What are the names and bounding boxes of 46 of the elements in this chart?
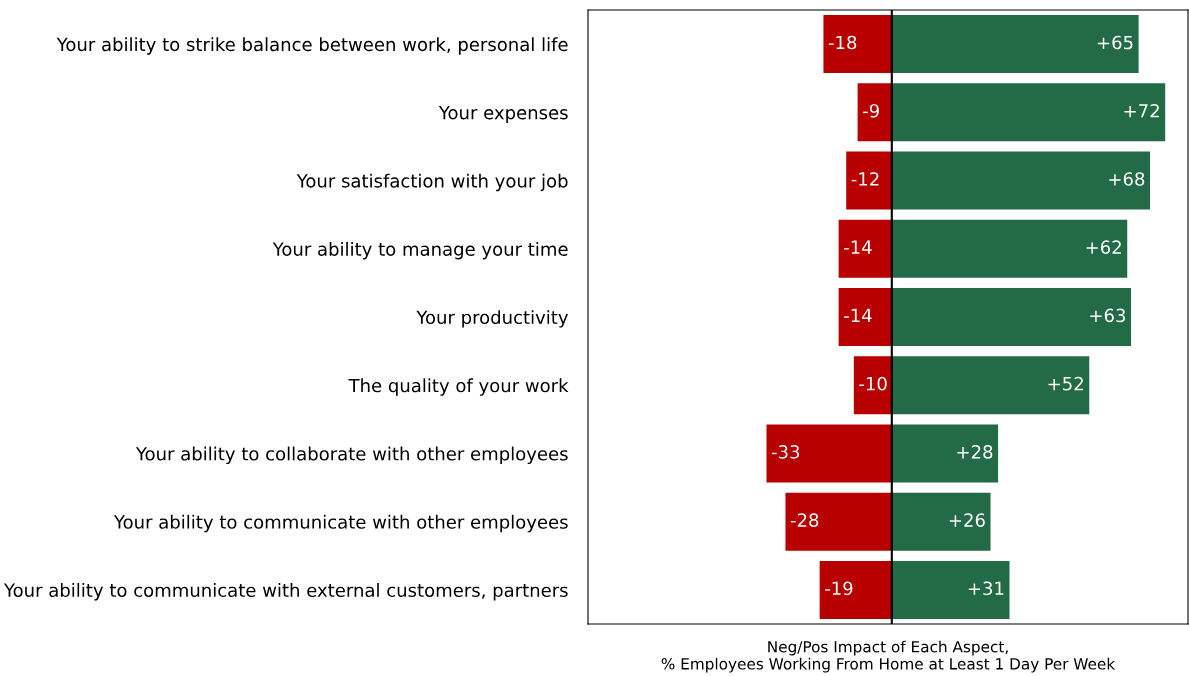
y-tick-label: Your ability to strike balance between work, personal life bbox=[56, 37, 568, 55]
data-label: +52 bbox=[1048, 376, 1083, 391]
bar bbox=[891, 492, 991, 551]
bar bbox=[891, 15, 1139, 74]
bar bbox=[846, 151, 892, 210]
data-label: -33 bbox=[771, 445, 800, 459]
data-label: -18 bbox=[828, 35, 857, 50]
data-label: -9 bbox=[863, 103, 879, 118]
y-tick-label: Your ability to communicate with external customers, partners bbox=[3, 583, 568, 601]
data-label: +72 bbox=[1124, 103, 1159, 118]
bar bbox=[891, 83, 1166, 142]
y-tick-label: Your ability to manage your time bbox=[272, 241, 568, 260]
y-tick-label: Your ability to communicate with other employees bbox=[113, 514, 568, 533]
bar bbox=[838, 288, 892, 346]
y-tick-label: The quality of your work bbox=[348, 378, 569, 396]
data-label: +28 bbox=[957, 445, 993, 459]
data-label: +63 bbox=[1090, 308, 1126, 323]
bar bbox=[823, 15, 892, 74]
data-label: +31 bbox=[968, 581, 1004, 596]
data-label: +62 bbox=[1086, 240, 1121, 255]
y-tick-label: Your satisfaction with your job bbox=[296, 173, 568, 192]
bar bbox=[891, 424, 999, 483]
x-axis-title: Neg/Pos Impact of Each Aspect, % Employees Working From Home at Least 1 Day Per Week bbox=[661, 640, 1116, 673]
y-tick-label: Your productivity bbox=[416, 310, 569, 328]
data-label: -12 bbox=[851, 172, 879, 186]
data-label: +68 bbox=[1109, 172, 1145, 186]
bar bbox=[838, 219, 892, 278]
bar bbox=[891, 151, 1151, 210]
y-tick-label: Your ability to collaborate with other employees bbox=[135, 446, 568, 465]
bar bbox=[785, 492, 892, 551]
y-tick-label: Your expenses bbox=[438, 106, 568, 123]
bar bbox=[766, 424, 892, 483]
data-label: -14 bbox=[844, 240, 872, 254]
data-label: -19 bbox=[825, 581, 853, 596]
data-label: -10 bbox=[859, 376, 887, 391]
bar bbox=[857, 83, 892, 142]
bar bbox=[891, 356, 1090, 415]
bar bbox=[891, 219, 1128, 278]
data-label: -28 bbox=[790, 513, 819, 527]
bar bbox=[891, 288, 1132, 346]
bar bbox=[819, 560, 892, 619]
data-label: +65 bbox=[1097, 35, 1133, 50]
bar bbox=[853, 356, 892, 415]
bar bbox=[891, 560, 1010, 619]
data-label: -14 bbox=[844, 308, 872, 322]
data-label: +26 bbox=[949, 513, 985, 527]
